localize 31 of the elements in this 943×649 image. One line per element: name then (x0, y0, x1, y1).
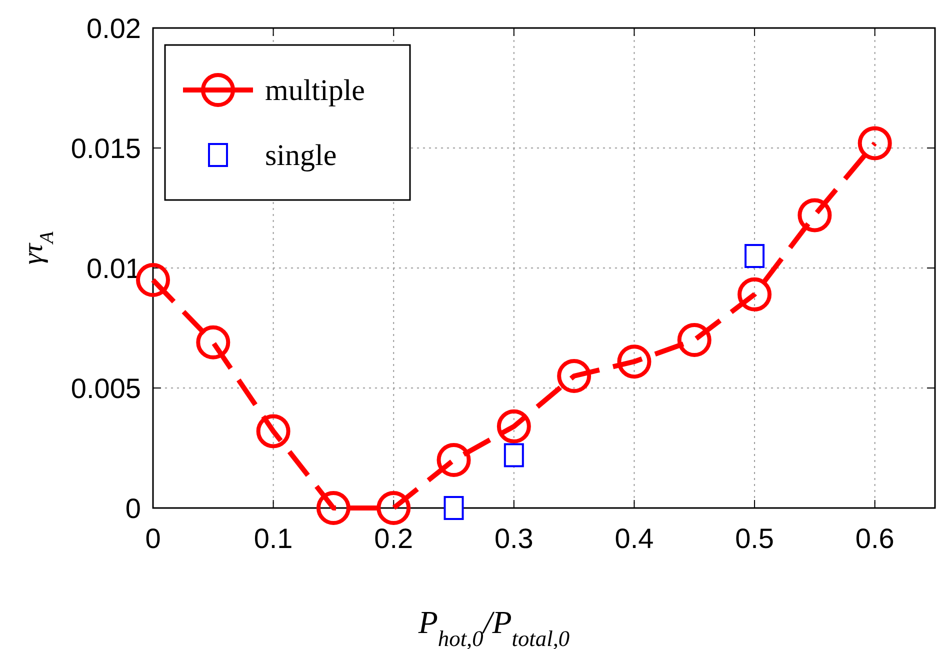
point (677, 323, 712, 357)
point (557, 359, 592, 393)
point (617, 344, 652, 379)
y-tick-label: 0.015 (70, 133, 141, 164)
point (744, 244, 765, 268)
point (504, 443, 524, 468)
point (436, 443, 471, 477)
x-tick-label: 0.3 (494, 523, 534, 554)
point (316, 491, 350, 525)
point (798, 198, 832, 232)
legend-label: multiple (265, 74, 365, 107)
point (858, 126, 892, 160)
y-tick-label: 0.02 (86, 13, 141, 44)
y-tick-label: 0.01 (86, 253, 141, 284)
x-tick-label: 0.4 (614, 523, 654, 554)
y-tick-label: 0.005 (70, 373, 141, 404)
point (444, 496, 464, 520)
x-tick-label: 0 (145, 523, 161, 554)
point (376, 491, 411, 525)
x-tick-label: 0.6 (855, 523, 894, 554)
point (738, 277, 772, 312)
x-tick-label: 0.2 (374, 523, 414, 554)
point (196, 325, 230, 360)
y-tick-label: 0 (125, 493, 141, 524)
x-tick-label: 0.5 (735, 523, 774, 554)
x-axis-title: P$_{hot,0}$/P$_{total,0}$ (417, 604, 570, 649)
point (496, 409, 531, 444)
legend-label: single (265, 139, 337, 172)
point (256, 414, 290, 448)
point (136, 263, 170, 297)
x-tick-label: 0.1 (254, 523, 293, 554)
